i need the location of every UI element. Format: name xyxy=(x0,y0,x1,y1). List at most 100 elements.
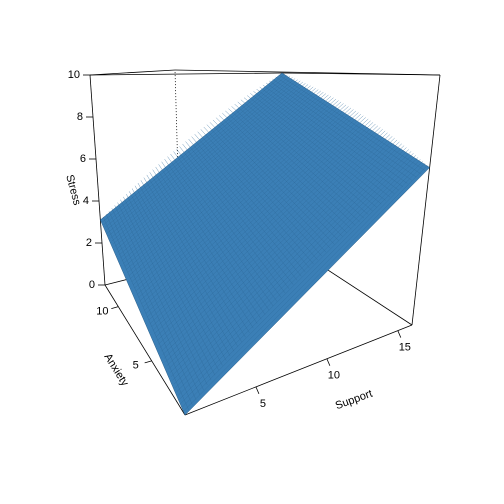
mesh-line xyxy=(149,120,371,324)
mesh-line xyxy=(176,148,286,294)
mesh-line xyxy=(158,130,386,345)
mesh-line xyxy=(107,78,296,234)
y-axis-label: Anxiety xyxy=(101,351,131,388)
mesh-line xyxy=(162,136,393,355)
mesh-line xyxy=(108,79,298,236)
mesh-line xyxy=(108,211,197,400)
mesh-line xyxy=(155,127,381,338)
mesh-line xyxy=(125,94,329,270)
mesh-line xyxy=(110,80,301,239)
mesh-line xyxy=(197,131,314,265)
box-edge xyxy=(411,74,441,326)
mesh-line xyxy=(143,177,242,342)
mesh-line xyxy=(152,169,254,329)
mesh-line xyxy=(188,138,302,277)
mesh-line xyxy=(105,77,293,231)
mesh-line xyxy=(158,164,262,320)
mesh-line xyxy=(228,108,356,226)
y-tick xyxy=(144,360,152,364)
mesh-line xyxy=(161,161,266,315)
mesh-line xyxy=(130,98,337,279)
mesh-line xyxy=(175,153,414,389)
mesh-line xyxy=(120,199,212,381)
mesh-line xyxy=(164,137,395,359)
mesh-line xyxy=(151,122,374,328)
mesh-line xyxy=(134,185,231,357)
x-tick-label: 5 xyxy=(260,398,266,410)
mesh-line xyxy=(124,93,327,267)
mesh-line xyxy=(179,146,290,289)
mesh-line xyxy=(113,83,306,244)
x-tick-label: 10 xyxy=(328,370,340,382)
mesh-line xyxy=(118,88,316,256)
mesh-line xyxy=(149,172,250,333)
mesh-line xyxy=(265,82,408,184)
mesh-line xyxy=(123,92,324,264)
mesh-line xyxy=(179,159,421,400)
mesh-line xyxy=(272,78,417,178)
y-tick-label: 10 xyxy=(96,306,108,318)
mesh-line xyxy=(173,151,412,385)
mesh-line xyxy=(250,93,386,201)
y-tick xyxy=(111,306,119,310)
mesh-line xyxy=(114,205,204,390)
mesh-line xyxy=(275,76,421,174)
mesh-line xyxy=(191,136,306,273)
mesh-line xyxy=(120,89,319,259)
mesh-line xyxy=(144,114,361,311)
mesh-line xyxy=(203,126,323,257)
mesh-line xyxy=(161,134,391,352)
z-tick-label: 8 xyxy=(77,111,83,123)
mesh-line xyxy=(164,159,270,311)
mesh-line xyxy=(247,95,382,205)
mesh-line xyxy=(240,99,373,212)
mesh-line xyxy=(131,100,339,282)
mesh-line xyxy=(206,124,327,253)
x-tick xyxy=(397,330,402,338)
mesh-line xyxy=(104,76,290,228)
box-edge xyxy=(89,69,176,76)
mesh-line xyxy=(137,182,235,352)
mesh-line xyxy=(169,145,405,374)
mesh-line xyxy=(212,119,335,245)
mesh-line xyxy=(237,101,369,215)
z-tick-label: 6 xyxy=(80,153,86,165)
mesh-line xyxy=(253,91,390,198)
x-tick xyxy=(326,358,331,366)
mesh-line xyxy=(167,156,274,307)
box-edge xyxy=(184,324,413,416)
mesh-line xyxy=(259,86,399,191)
mesh-line xyxy=(231,106,360,222)
mesh-line xyxy=(194,134,310,269)
mesh-line xyxy=(200,129,318,261)
mesh-line xyxy=(182,163,426,408)
mesh-line xyxy=(170,147,407,377)
mesh-line xyxy=(117,202,208,385)
x-tick-label: 15 xyxy=(399,342,411,354)
z-tick-label: 4 xyxy=(83,195,89,207)
box-edge xyxy=(89,72,283,76)
mesh-line xyxy=(172,149,409,381)
mesh-line xyxy=(111,81,303,242)
mesh-line xyxy=(126,194,219,371)
mesh-line xyxy=(256,89,395,194)
mesh-line xyxy=(157,129,383,341)
mesh-line xyxy=(111,208,200,395)
mesh-line xyxy=(147,117,366,317)
z-tick-label: 2 xyxy=(86,237,92,249)
x-axis-label: Support xyxy=(334,388,374,412)
mesh-line xyxy=(185,141,298,281)
mesh-line xyxy=(165,139,398,363)
mesh-line xyxy=(152,123,376,331)
mesh-line xyxy=(177,157,419,396)
x-tick xyxy=(255,386,260,395)
mesh-line xyxy=(129,191,223,366)
mesh-line xyxy=(154,125,379,334)
mesh-line xyxy=(262,84,404,188)
mesh-line xyxy=(278,74,426,171)
mesh-line xyxy=(176,155,416,392)
mesh-line xyxy=(127,96,332,273)
mesh-line xyxy=(215,117,339,241)
z-tick-label: 10 xyxy=(68,69,80,81)
mesh-line xyxy=(103,75,288,226)
